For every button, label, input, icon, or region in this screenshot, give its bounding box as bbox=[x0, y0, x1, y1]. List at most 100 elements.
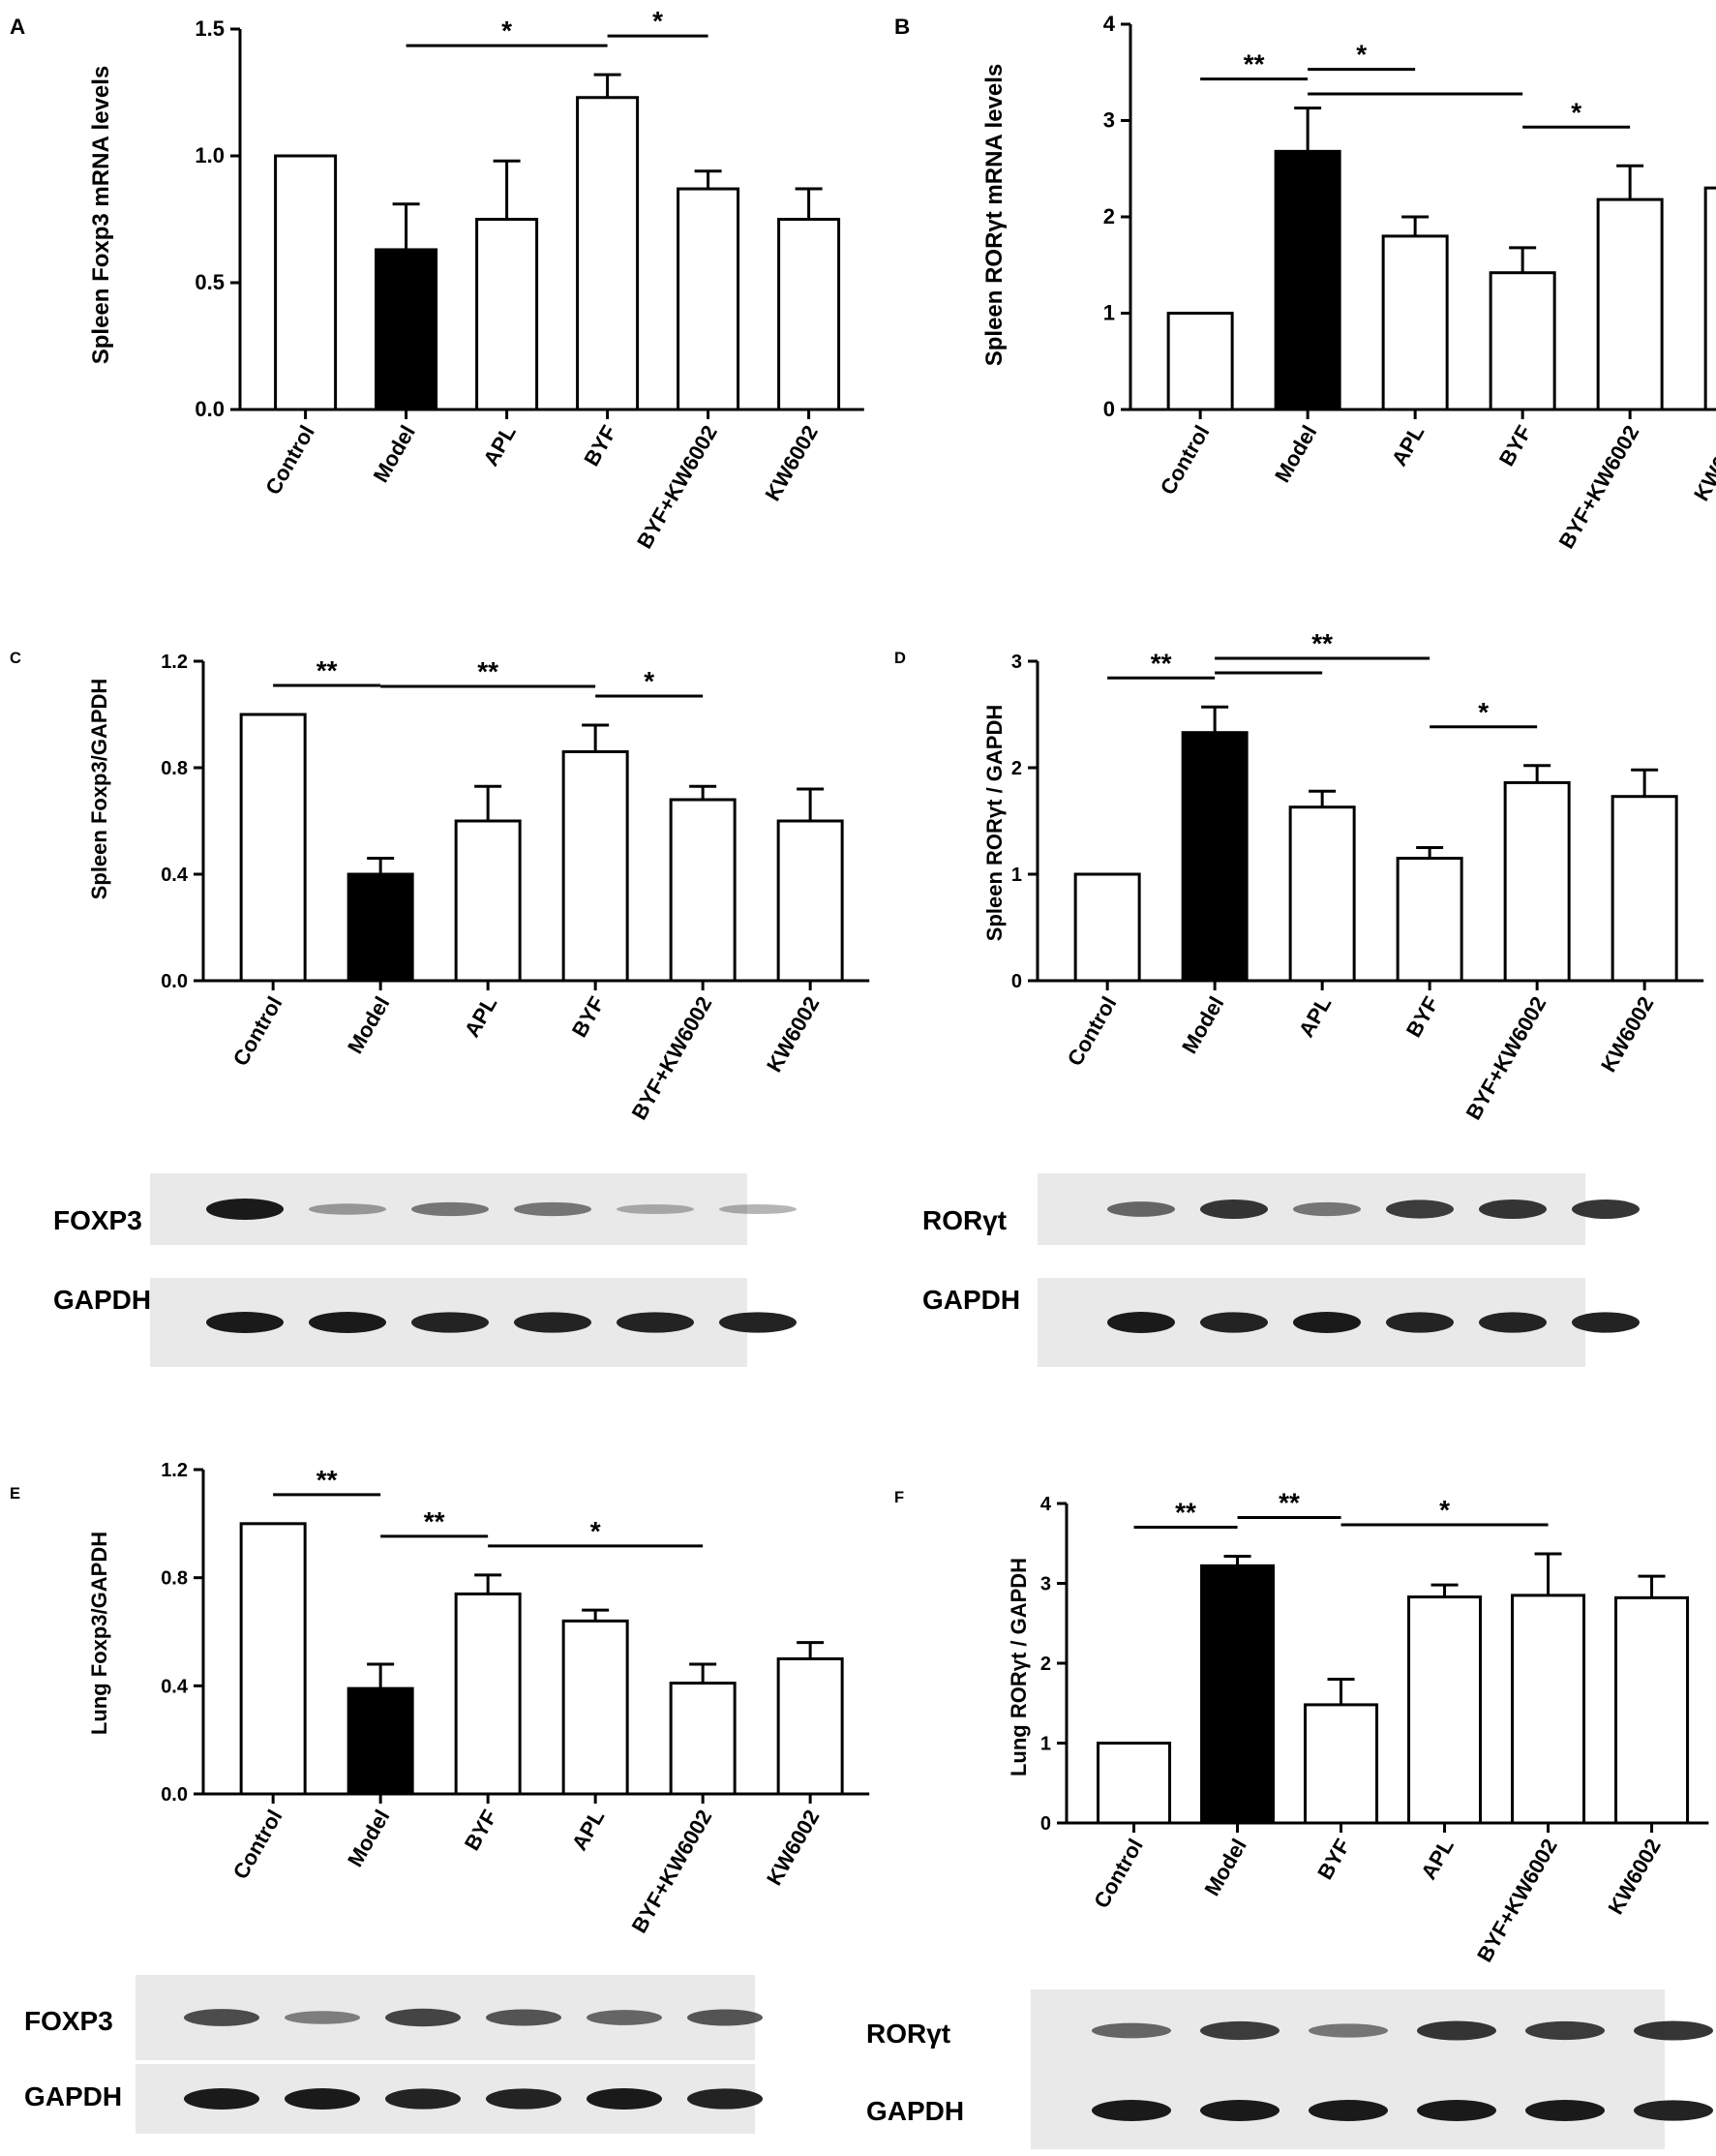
x-category-label: BYF bbox=[460, 1806, 502, 1855]
blot-band bbox=[687, 2088, 763, 2110]
x-category-label: APL bbox=[1294, 992, 1337, 1042]
bar-apl bbox=[1407, 1595, 1483, 1825]
blot-band bbox=[411, 1201, 489, 1217]
significance-label: ** bbox=[1279, 1487, 1300, 1517]
blot-band bbox=[486, 2088, 561, 2110]
blot-row-label: GAPDH bbox=[53, 1285, 151, 1315]
bar-apl bbox=[561, 1619, 629, 1796]
blot-band bbox=[587, 2010, 662, 2025]
x-category-label: APL bbox=[478, 421, 521, 471]
bar-model bbox=[346, 1686, 414, 1796]
bar-byf bbox=[561, 750, 629, 983]
x-category-label: BYF+KW6002 bbox=[627, 992, 717, 1124]
blot-band bbox=[206, 1199, 284, 1220]
panel-letter-e: E bbox=[10, 1485, 20, 1503]
y-tick-label: 1 bbox=[1011, 865, 1022, 886]
panel-letter-a: A bbox=[10, 15, 25, 39]
x-category-label: BYF bbox=[579, 421, 621, 471]
y-tick-label: 0.8 bbox=[161, 758, 188, 779]
significance-label: ** bbox=[1311, 628, 1333, 658]
bar-model bbox=[1181, 731, 1249, 983]
y-tick-label: 1 bbox=[1103, 301, 1115, 325]
bar-apl bbox=[1381, 234, 1449, 411]
blot-band bbox=[1200, 2020, 1279, 2041]
y-tick-label: 0.5 bbox=[195, 270, 225, 294]
blot-band bbox=[1525, 2100, 1605, 2121]
bar-control bbox=[1097, 1742, 1172, 1825]
x-category-label: KW6002 bbox=[760, 421, 822, 505]
western-blot-e: FOXP3 GAPDH bbox=[24, 1975, 763, 2134]
blot-band bbox=[1107, 1312, 1175, 1333]
significance-label: ** bbox=[316, 655, 338, 685]
bar-model bbox=[1200, 1564, 1276, 1825]
bar-control bbox=[1166, 312, 1234, 411]
blot-band bbox=[385, 2088, 461, 2110]
blot-band bbox=[285, 2011, 360, 2024]
blot-band bbox=[1107, 1201, 1175, 1217]
y-axis-label: Lung Foxp3/GAPDH bbox=[87, 1532, 111, 1735]
significance-label: ** bbox=[477, 656, 498, 686]
blot-band bbox=[1386, 1312, 1454, 1333]
y-axis-label: Spleen RORγt / GAPDH bbox=[982, 705, 1007, 941]
x-category-label: KW6002 bbox=[1689, 421, 1716, 505]
blot-band bbox=[486, 2009, 561, 2026]
bar-byf bbox=[1396, 857, 1463, 983]
chart-panel-e: E 0.0 0.4 0.8 1.2 Lung Foxp3/GAPDH Control Mode… bbox=[10, 1460, 870, 1937]
blot-band bbox=[1479, 1312, 1547, 1333]
x-category-label: Control bbox=[260, 421, 319, 499]
bar-kw6002 bbox=[1614, 1595, 1690, 1825]
x-category-label: KW6002 bbox=[1603, 1835, 1665, 1919]
blot-band bbox=[514, 1201, 591, 1217]
bar-kw6002 bbox=[776, 819, 844, 983]
bar-kw6002 bbox=[777, 218, 841, 411]
blot-band bbox=[1293, 1201, 1361, 1217]
bar-byf-kw6002 bbox=[669, 1682, 737, 1796]
x-category-label: BYF+KW6002 bbox=[1554, 421, 1644, 553]
y-tick-label: 0 bbox=[1040, 1813, 1051, 1835]
significance-label: ** bbox=[1151, 648, 1172, 678]
bar-apl bbox=[454, 819, 522, 983]
bar-byf bbox=[1304, 1703, 1379, 1825]
significance-label: * bbox=[1571, 97, 1581, 127]
x-category-label: Control bbox=[1063, 992, 1122, 1070]
y-tick-label: 0.0 bbox=[161, 1784, 188, 1806]
blot-band bbox=[617, 1203, 694, 1215]
blot-band bbox=[1386, 1199, 1454, 1219]
blot-band bbox=[1309, 2100, 1388, 2121]
significance-label: ** bbox=[1175, 1497, 1196, 1527]
y-tick-label: 0.0 bbox=[195, 397, 225, 421]
bar-model bbox=[1274, 149, 1341, 411]
bar-byf bbox=[576, 96, 640, 411]
western-blot-c: FOXP3 GAPDH bbox=[53, 1173, 797, 1367]
western-blot-d: RORγt GAPDH bbox=[922, 1173, 1640, 1367]
x-category-label: KW6002 bbox=[1596, 992, 1658, 1077]
chart-panel-b: B 0 1 2 3 4 Spleen RORγt mRNA levels Control Mod… bbox=[894, 12, 1716, 553]
y-tick-label: 4 bbox=[1040, 1494, 1052, 1515]
x-category-label: Model bbox=[368, 421, 419, 487]
y-tick-label: 0.8 bbox=[161, 1568, 188, 1590]
chart-panel-a: A 0.0 0.5 1.0 1.5 Spleen Foxp3 mRNA levels Con… bbox=[10, 6, 864, 553]
blot-band bbox=[309, 1312, 386, 1333]
y-tick-label: 0 bbox=[1011, 971, 1022, 992]
bar-kw6002 bbox=[776, 1656, 844, 1796]
blot-band bbox=[1572, 1199, 1640, 1219]
blot-band bbox=[184, 2009, 259, 2026]
panel-letter-f: F bbox=[894, 1489, 904, 1506]
x-category-label: APL bbox=[460, 992, 502, 1042]
bar-control bbox=[1073, 872, 1141, 983]
blot-band bbox=[1092, 2100, 1171, 2121]
y-tick-label: 1.0 bbox=[195, 143, 225, 167]
blot-band bbox=[719, 1203, 797, 1215]
y-tick-label: 4 bbox=[1103, 12, 1116, 36]
y-tick-label: 1.2 bbox=[161, 1460, 188, 1481]
x-category-label: KW6002 bbox=[762, 1806, 824, 1890]
significance-label: * bbox=[1439, 1495, 1450, 1525]
blot-band bbox=[1200, 2100, 1279, 2121]
x-category-label: BYF+KW6002 bbox=[1461, 992, 1551, 1124]
significance-label: ** bbox=[424, 1506, 445, 1536]
y-tick-label: 2 bbox=[1011, 758, 1022, 779]
x-category-label: Control bbox=[228, 992, 287, 1070]
panel-letter-d: D bbox=[894, 650, 906, 667]
bar-model bbox=[375, 248, 438, 411]
